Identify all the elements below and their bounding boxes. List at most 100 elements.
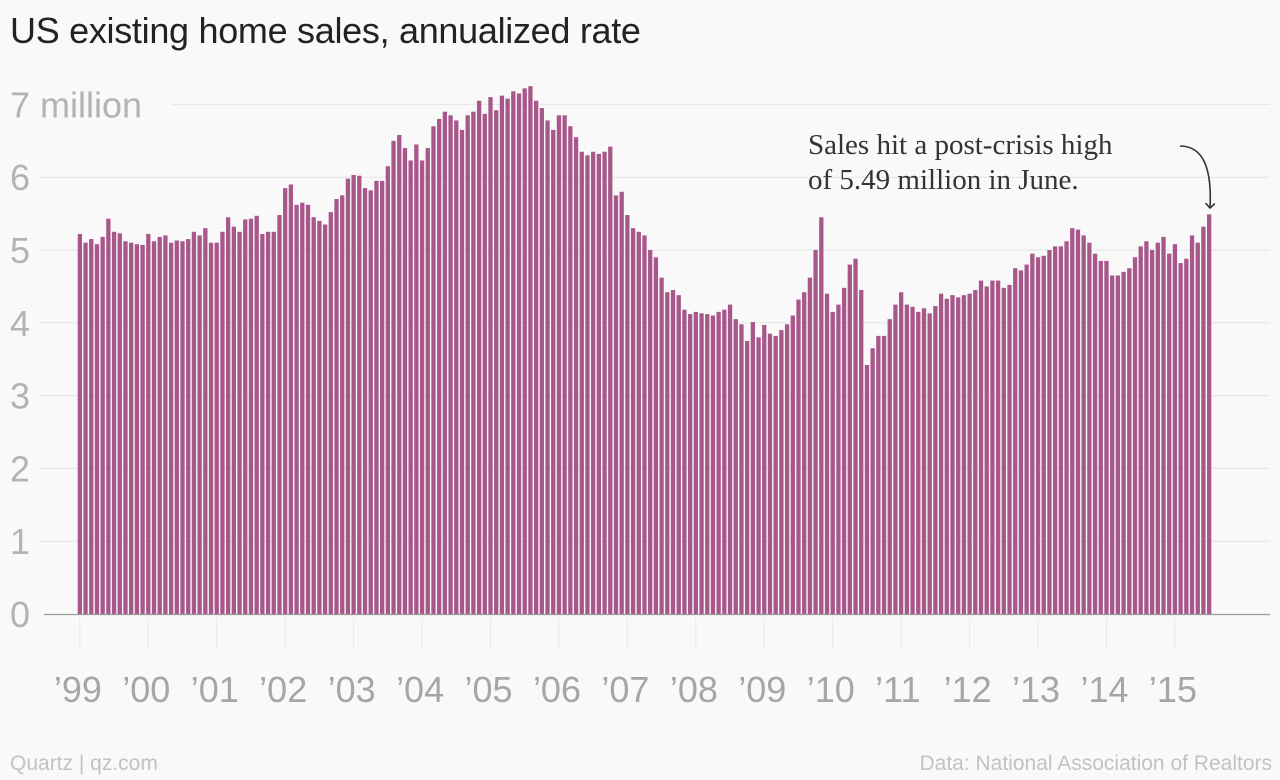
- bar: [379, 180, 385, 614]
- bar: [1047, 250, 1052, 614]
- bar: [659, 277, 664, 614]
- bar: [494, 110, 499, 614]
- bar: [294, 204, 299, 615]
- bar: [1207, 214, 1212, 614]
- bar: [807, 277, 813, 614]
- bar: [1115, 275, 1121, 614]
- bar: [248, 218, 254, 614]
- bar: [910, 306, 915, 614]
- bar: [870, 348, 875, 614]
- bar: [1024, 264, 1029, 614]
- bar: [978, 280, 984, 614]
- bar: [790, 315, 795, 614]
- bar: [345, 178, 351, 614]
- bar: [824, 293, 830, 614]
- x-tick-label: ’09: [738, 669, 786, 710]
- bar: [1064, 241, 1069, 614]
- bar: [899, 292, 904, 614]
- bar: [733, 319, 738, 614]
- bar: [630, 228, 636, 614]
- x-tick-label: ’15: [1149, 669, 1197, 710]
- bar: [693, 311, 698, 614]
- bar: [1161, 236, 1166, 614]
- bar: [967, 293, 972, 614]
- bar: [893, 304, 898, 614]
- bar: [625, 215, 630, 614]
- bar: [265, 231, 271, 615]
- bar: [847, 264, 852, 614]
- bar: [687, 314, 693, 614]
- bar: [1104, 260, 1109, 614]
- bar: [1167, 253, 1172, 614]
- bar: [317, 220, 322, 614]
- bar: [134, 244, 140, 614]
- x-tick-label: ’00: [122, 669, 170, 710]
- annotation-line-2: of 5.49 million in June.: [808, 164, 1079, 196]
- bar: [203, 228, 208, 614]
- bar: [476, 100, 482, 614]
- bar: [140, 244, 145, 614]
- bar: [357, 175, 362, 615]
- bar: [1195, 242, 1200, 614]
- x-tick-label: ’14: [1080, 669, 1128, 710]
- bar: [522, 88, 527, 614]
- bar: [773, 335, 778, 614]
- bar: [448, 115, 453, 614]
- bar: [1127, 268, 1132, 614]
- bar: [77, 233, 82, 615]
- bar: [89, 239, 94, 614]
- bar: [168, 242, 174, 614]
- bar: [414, 144, 419, 614]
- bar: [950, 295, 955, 614]
- bar: [676, 295, 681, 614]
- y-tick-label: 4: [10, 303, 30, 344]
- bar: [1041, 255, 1046, 614]
- x-tick-label: ’11: [875, 669, 920, 710]
- bar: [585, 155, 590, 615]
- bar: [1058, 246, 1064, 615]
- y-axis-ticks: 0 1 2 3 4 5 6 7 million: [10, 84, 142, 635]
- bar: [859, 290, 864, 614]
- bar: [157, 236, 162, 614]
- bar: [454, 120, 459, 615]
- x-tick-label: ’12: [944, 669, 992, 710]
- bar: [214, 242, 219, 614]
- bar: [431, 126, 436, 615]
- bar: [83, 242, 88, 614]
- bar: [887, 319, 892, 614]
- bar: [283, 188, 288, 614]
- bar: [208, 242, 214, 614]
- bar: [762, 324, 767, 614]
- bar: [699, 313, 704, 614]
- bar: [1070, 228, 1075, 614]
- bar: [545, 120, 550, 615]
- bar: [100, 236, 105, 614]
- bar: [830, 311, 835, 614]
- bar: [362, 188, 368, 614]
- bar: [231, 226, 236, 614]
- footer-source: Data: National Association of Realtors: [919, 752, 1272, 775]
- bar: [802, 292, 807, 614]
- bar: [220, 231, 225, 615]
- x-tick-label: ’10: [807, 669, 855, 710]
- bar: [397, 134, 402, 615]
- x-axis-ticks: ’99 ’00 ’01 ’02 ’03 ’04 ’05 ’06 ’07 ’08 ’09 ’10 ’11 ’…: [54, 618, 1197, 710]
- y-tick-label: 5: [10, 230, 30, 271]
- bar: [1081, 235, 1086, 614]
- bar: [1144, 241, 1149, 614]
- bar: [385, 166, 390, 614]
- bar: [1149, 250, 1155, 614]
- bar: [727, 304, 733, 614]
- bar: [653, 257, 659, 614]
- bar: [973, 290, 978, 614]
- bar: [956, 297, 961, 614]
- bar: [288, 184, 294, 615]
- bar: [961, 295, 967, 614]
- bar: [745, 341, 750, 614]
- bar: [334, 199, 339, 615]
- bar: [243, 219, 248, 615]
- y-tick-label: 0: [10, 594, 30, 635]
- bar: [442, 111, 448, 615]
- bar: [425, 148, 430, 614]
